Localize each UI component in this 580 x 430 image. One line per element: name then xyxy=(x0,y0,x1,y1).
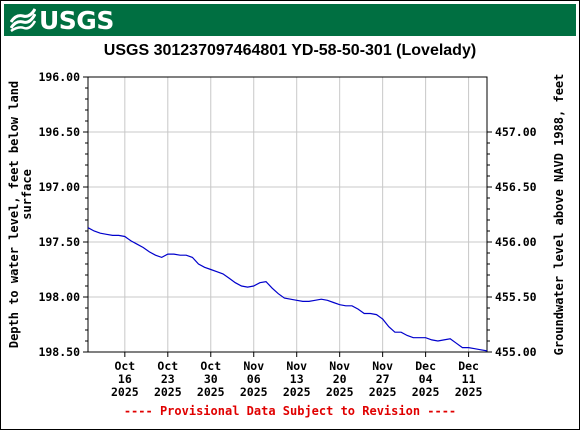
x-tick-label: Nov xyxy=(372,359,393,373)
right-tick-label: 456.00 xyxy=(495,235,537,249)
x-tick-label: Dec xyxy=(458,359,479,373)
right-tick-label: 455.50 xyxy=(495,290,537,304)
x-tick-label: 2025 xyxy=(111,385,139,399)
x-tick-label: 2025 xyxy=(154,385,182,399)
x-tick-label: 20 xyxy=(333,372,347,386)
usgs-logo-text: USGS xyxy=(39,5,114,35)
x-tick-label: 23 xyxy=(161,372,175,386)
chart-title: USGS 301237097464801 YD-58-50-301 (Lovel… xyxy=(103,42,477,59)
left-tick-label: 196.50 xyxy=(38,125,80,139)
grid-lines xyxy=(88,76,487,353)
x-tick-label: Oct xyxy=(114,359,135,373)
x-tick-label: 27 xyxy=(376,372,390,386)
left-tick-label: 197.50 xyxy=(38,235,80,249)
x-tick-label: 2025 xyxy=(412,385,440,399)
x-tick-label: 2025 xyxy=(455,385,483,399)
x-tick-label: 04 xyxy=(419,372,433,386)
usgs-wave-icon xyxy=(10,8,36,32)
x-tick-label: 2025 xyxy=(240,385,268,399)
x-tick-label: 2025 xyxy=(197,385,225,399)
left-tick-label: 197.00 xyxy=(38,180,80,194)
y-axis-right-title: Groundwater level above NAVD 1988, feet xyxy=(552,74,566,356)
x-tick-label: Nov xyxy=(243,359,264,373)
x-tick-label: 2025 xyxy=(369,385,397,399)
tick-labels: 196.00 196.50 197.00 197.50 198.00 198.50 457.… xyxy=(38,70,536,399)
x-tick-label: 11 xyxy=(462,372,476,386)
usgs-banner: USGS xyxy=(4,4,576,36)
provisional-notice: ---- Provisional Data Subject to Revisio… xyxy=(123,404,457,418)
x-tick-label: 30 xyxy=(204,372,218,386)
x-tick-label: 2025 xyxy=(283,385,311,399)
usgs-logo[interactable]: USGS xyxy=(10,5,114,35)
left-tick-label: 198.50 xyxy=(38,345,80,359)
x-tick-label: Nov xyxy=(329,359,350,373)
right-tick-label: 456.50 xyxy=(495,180,537,194)
left-tick-label: 196.00 xyxy=(38,70,80,84)
axis-ticks xyxy=(83,76,492,357)
x-tick-label: Dec xyxy=(415,359,436,373)
x-tick-label: Nov xyxy=(286,359,307,373)
x-tick-label: 16 xyxy=(118,372,132,386)
right-tick-label: 455.00 xyxy=(495,345,537,359)
x-tick-label: 06 xyxy=(247,372,261,386)
left-tick-label: 198.00 xyxy=(38,290,80,304)
y-axis-left-title-line2: surface xyxy=(20,169,34,220)
right-tick-label: 457.00 xyxy=(495,125,537,139)
x-tick-label: Oct xyxy=(200,359,221,373)
series-line xyxy=(87,227,488,352)
x-tick-label: 13 xyxy=(290,372,304,386)
plot-area xyxy=(87,76,488,353)
x-tick-label: 2025 xyxy=(326,385,354,399)
x-tick-label: Oct xyxy=(157,359,178,373)
y-axis-left-title-line1: Depth to water level, feet below land xyxy=(7,81,21,348)
